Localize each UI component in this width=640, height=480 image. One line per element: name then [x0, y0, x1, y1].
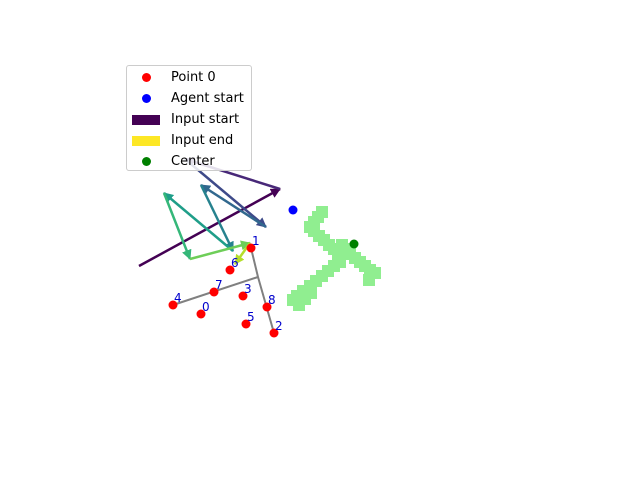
legend-label: Point 0: [171, 70, 216, 85]
point-label-4: 4: [174, 291, 182, 305]
legend-swatch-input-start: [132, 109, 160, 130]
gray-path-line: [172, 247, 275, 334]
point-label-7: 7: [215, 278, 223, 292]
point-label-8: 8: [268, 293, 276, 307]
input-arrow-7: [189, 240, 251, 261]
points-layer: [168, 243, 279, 338]
legend-item-point-0: Point 0: [127, 67, 251, 88]
legend-label: Agent start: [171, 91, 244, 106]
point-label-6: 6: [231, 256, 239, 270]
point-3: [238, 291, 248, 301]
input-path: [138, 156, 281, 268]
legend-item-input-end: Input end: [127, 130, 251, 151]
point-label-1: 1: [252, 234, 260, 248]
point-7: [209, 287, 219, 297]
legend-label: Center: [171, 154, 215, 169]
legend-swatch-point-0: [132, 67, 160, 88]
input-arrow-3: [200, 183, 267, 229]
gray-path: [172, 247, 275, 334]
legend-label: Input start: [171, 112, 240, 127]
point-labels-layer: 0 1 2 3 4 5 67 8: [174, 234, 283, 333]
t-shape-cell: [363, 274, 375, 286]
legend-item-input-start: Input start: [127, 109, 251, 130]
special-markers: [288, 205, 359, 249]
input-arrow-4: [199, 184, 235, 252]
t-shape-region: [287, 206, 381, 311]
point-5: [241, 319, 251, 329]
point-1: [246, 243, 256, 253]
legend-item-center: Center: [127, 151, 251, 172]
point-4: [168, 300, 178, 310]
agent-start-marker: [288, 205, 298, 215]
legend-swatch-center: [132, 151, 160, 172]
point-label-2: 2: [275, 319, 283, 333]
point-label-0: 0: [202, 300, 210, 314]
input-arrow-5: [163, 192, 234, 252]
legend-label: Input end: [171, 133, 234, 148]
point-8: [262, 302, 272, 312]
legend-swatch-input-end: [132, 130, 160, 151]
legend: Point 0 Agent start Input start Input en…: [126, 65, 252, 171]
input-arrow-0: [138, 187, 281, 268]
point-label-3: 3: [244, 282, 252, 296]
center-marker: [349, 239, 359, 249]
point-6: [225, 265, 235, 275]
t-shape-cell: [305, 287, 317, 299]
legend-item-agent-start: Agent start: [127, 88, 251, 109]
legend-swatch-agent-start: [132, 88, 160, 109]
point-0: [196, 309, 206, 319]
point-2: [269, 328, 279, 338]
input-arrow-6: [162, 192, 192, 260]
point-label-5: 5: [247, 310, 255, 324]
